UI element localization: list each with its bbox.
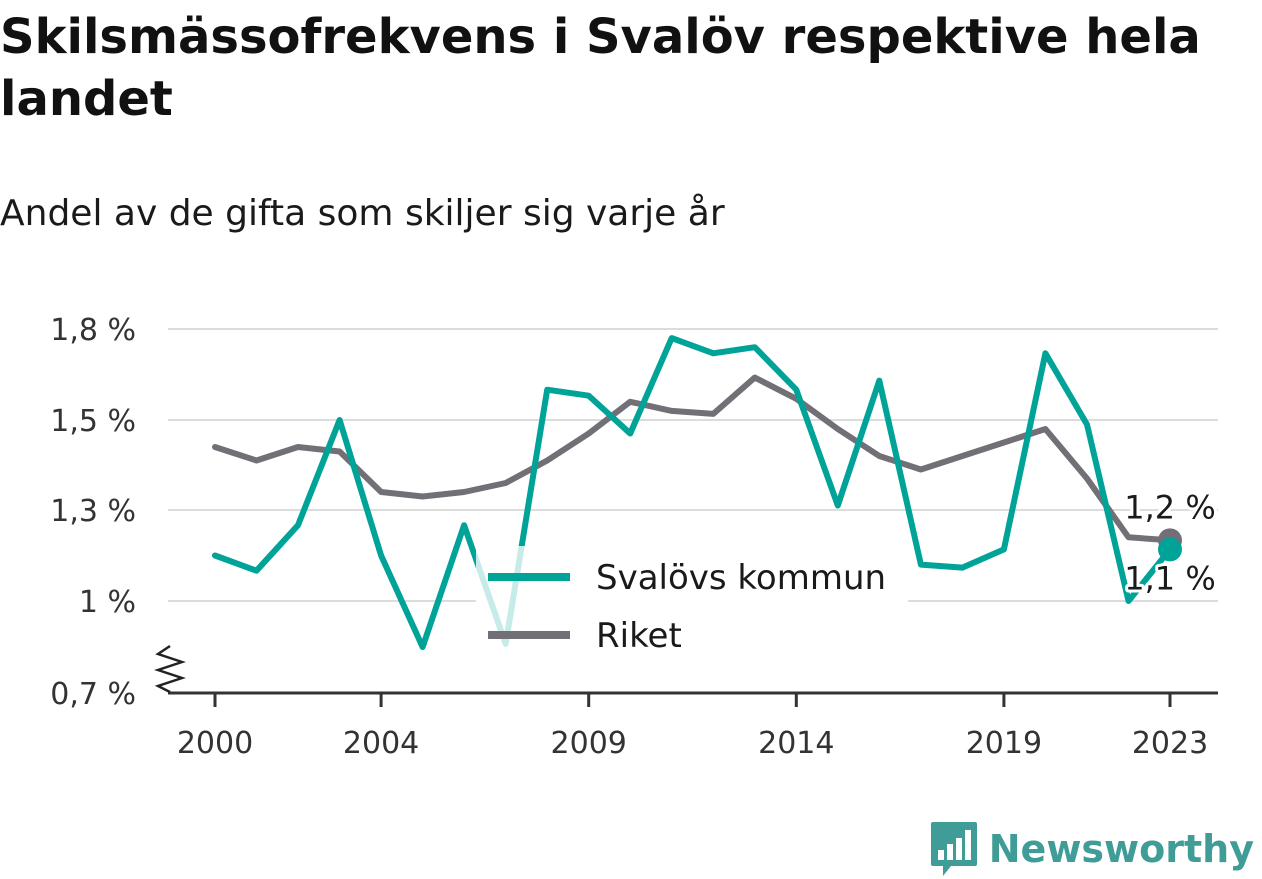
bar-chart-speech-bubble-icon <box>930 822 977 876</box>
axes: 0,7 % 1 % 1,3 % 1,5 % 1,8 % 2000 2004 2009 2014 2… <box>50 313 1218 761</box>
x-tick-label: 2014 <box>758 726 834 761</box>
series-line-svalov <box>212 335 1173 650</box>
legend-label: Svalövs kommun <box>596 558 886 598</box>
x-tick-label: 2000 <box>177 726 253 761</box>
y-tick-label: 0,7 % <box>50 677 136 712</box>
y-tick-label: 1 % <box>79 585 136 620</box>
brand-name: Newsworthy <box>988 827 1254 871</box>
end-marker <box>1158 537 1182 562</box>
chart-subtitle: Andel av de gifta som skiljer sig varje … <box>0 193 725 234</box>
y-tick-label: 1,8 % <box>50 313 136 348</box>
series-lines <box>212 335 1173 650</box>
y-tick-label: 1,5 % <box>50 404 136 439</box>
y-tick-label: 1,3 % <box>50 494 136 529</box>
legend-veil <box>476 546 908 666</box>
x-tick-label: 2019 <box>966 726 1042 761</box>
newsworthy-brand: Newsworthy <box>929 820 1254 878</box>
end-value-label: 1,2 % <box>1124 488 1215 526</box>
chart-title: Skilsmässofrekvens i Svalöv respektive h… <box>0 9 1201 127</box>
legend: Svalövs kommun Riket <box>476 546 908 666</box>
axis-break-icon <box>154 644 186 694</box>
x-tick-label: 2023 <box>1132 726 1208 761</box>
x-tick-label: 2009 <box>551 726 627 761</box>
series-line-riket <box>212 374 1173 544</box>
end-value-label: 1,1 % <box>1124 559 1215 597</box>
end-labels: 1,2 % 1,1 % <box>1121 485 1218 600</box>
x-tick-label: 2004 <box>343 726 419 761</box>
legend-label: Riket <box>596 616 682 656</box>
gridlines <box>168 328 1218 602</box>
